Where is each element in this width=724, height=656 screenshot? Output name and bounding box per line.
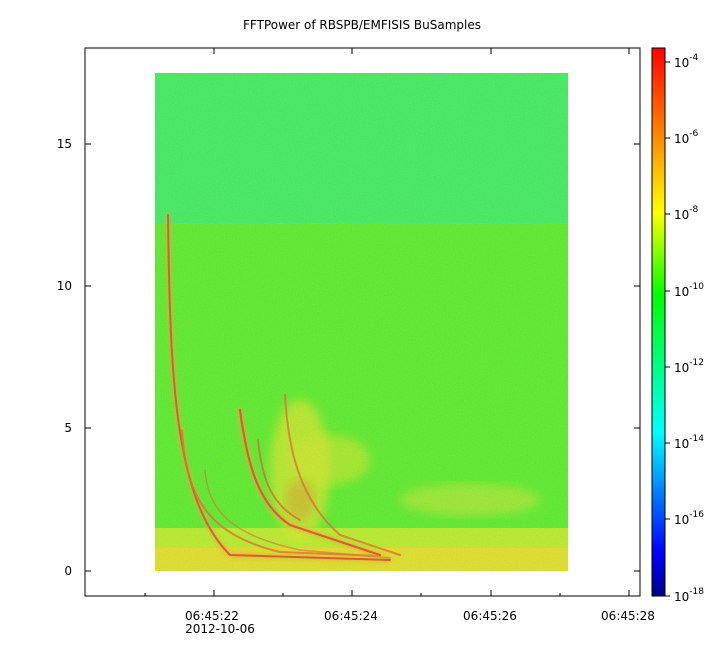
colorbar-tick-labels: 10-4 10-6 10-8 10-10 10-12 10-14 10-16 1… (674, 53, 704, 604)
cb-tick-label-0: 10-4 (674, 53, 699, 70)
chart-title: FFTPower of RBSPB/EMFISIS BuSamples (243, 18, 481, 32)
noise-texture (155, 73, 568, 571)
x-tick-label-0: 06:45:22 (185, 609, 239, 623)
x-tick-label-2: 06:45:26 (463, 609, 517, 623)
cb-tick-label-4: 10-12 (674, 358, 704, 375)
colorbar: 10-4 10-6 10-8 10-10 10-12 10-14 10-16 1… (651, 47, 704, 604)
x-tick-label-1: 06:45:24 (324, 609, 378, 623)
spectrogram-data (155, 73, 568, 571)
cb-tick-label-1: 10-6 (674, 129, 699, 146)
y-tick-label-0: 0 (64, 564, 72, 578)
cb-tick-label-6: 10-16 (674, 510, 704, 527)
y-tick-labels: 0 5 10 15 (57, 137, 72, 578)
x-tick-labels: 06:45:22 2012-10-06 06:45:24 06:45:26 06… (185, 609, 655, 636)
cb-tick-label-5: 10-14 (674, 434, 704, 451)
axis-ticks (85, 48, 640, 596)
colorbar-gradient (651, 47, 666, 597)
cb-tick-label-3: 10-10 (674, 282, 704, 299)
x-date-label: 2012-10-06 (185, 622, 255, 636)
cb-tick-label-7: 10-18 (674, 587, 704, 604)
y-tick-label-2: 10 (57, 279, 72, 293)
y-tick-label-3: 15 (57, 137, 72, 151)
cb-tick-label-2: 10-8 (674, 205, 699, 222)
x-tick-label-3: 06:45:28 (601, 609, 655, 623)
y-tick-label-1: 5 (64, 421, 72, 435)
